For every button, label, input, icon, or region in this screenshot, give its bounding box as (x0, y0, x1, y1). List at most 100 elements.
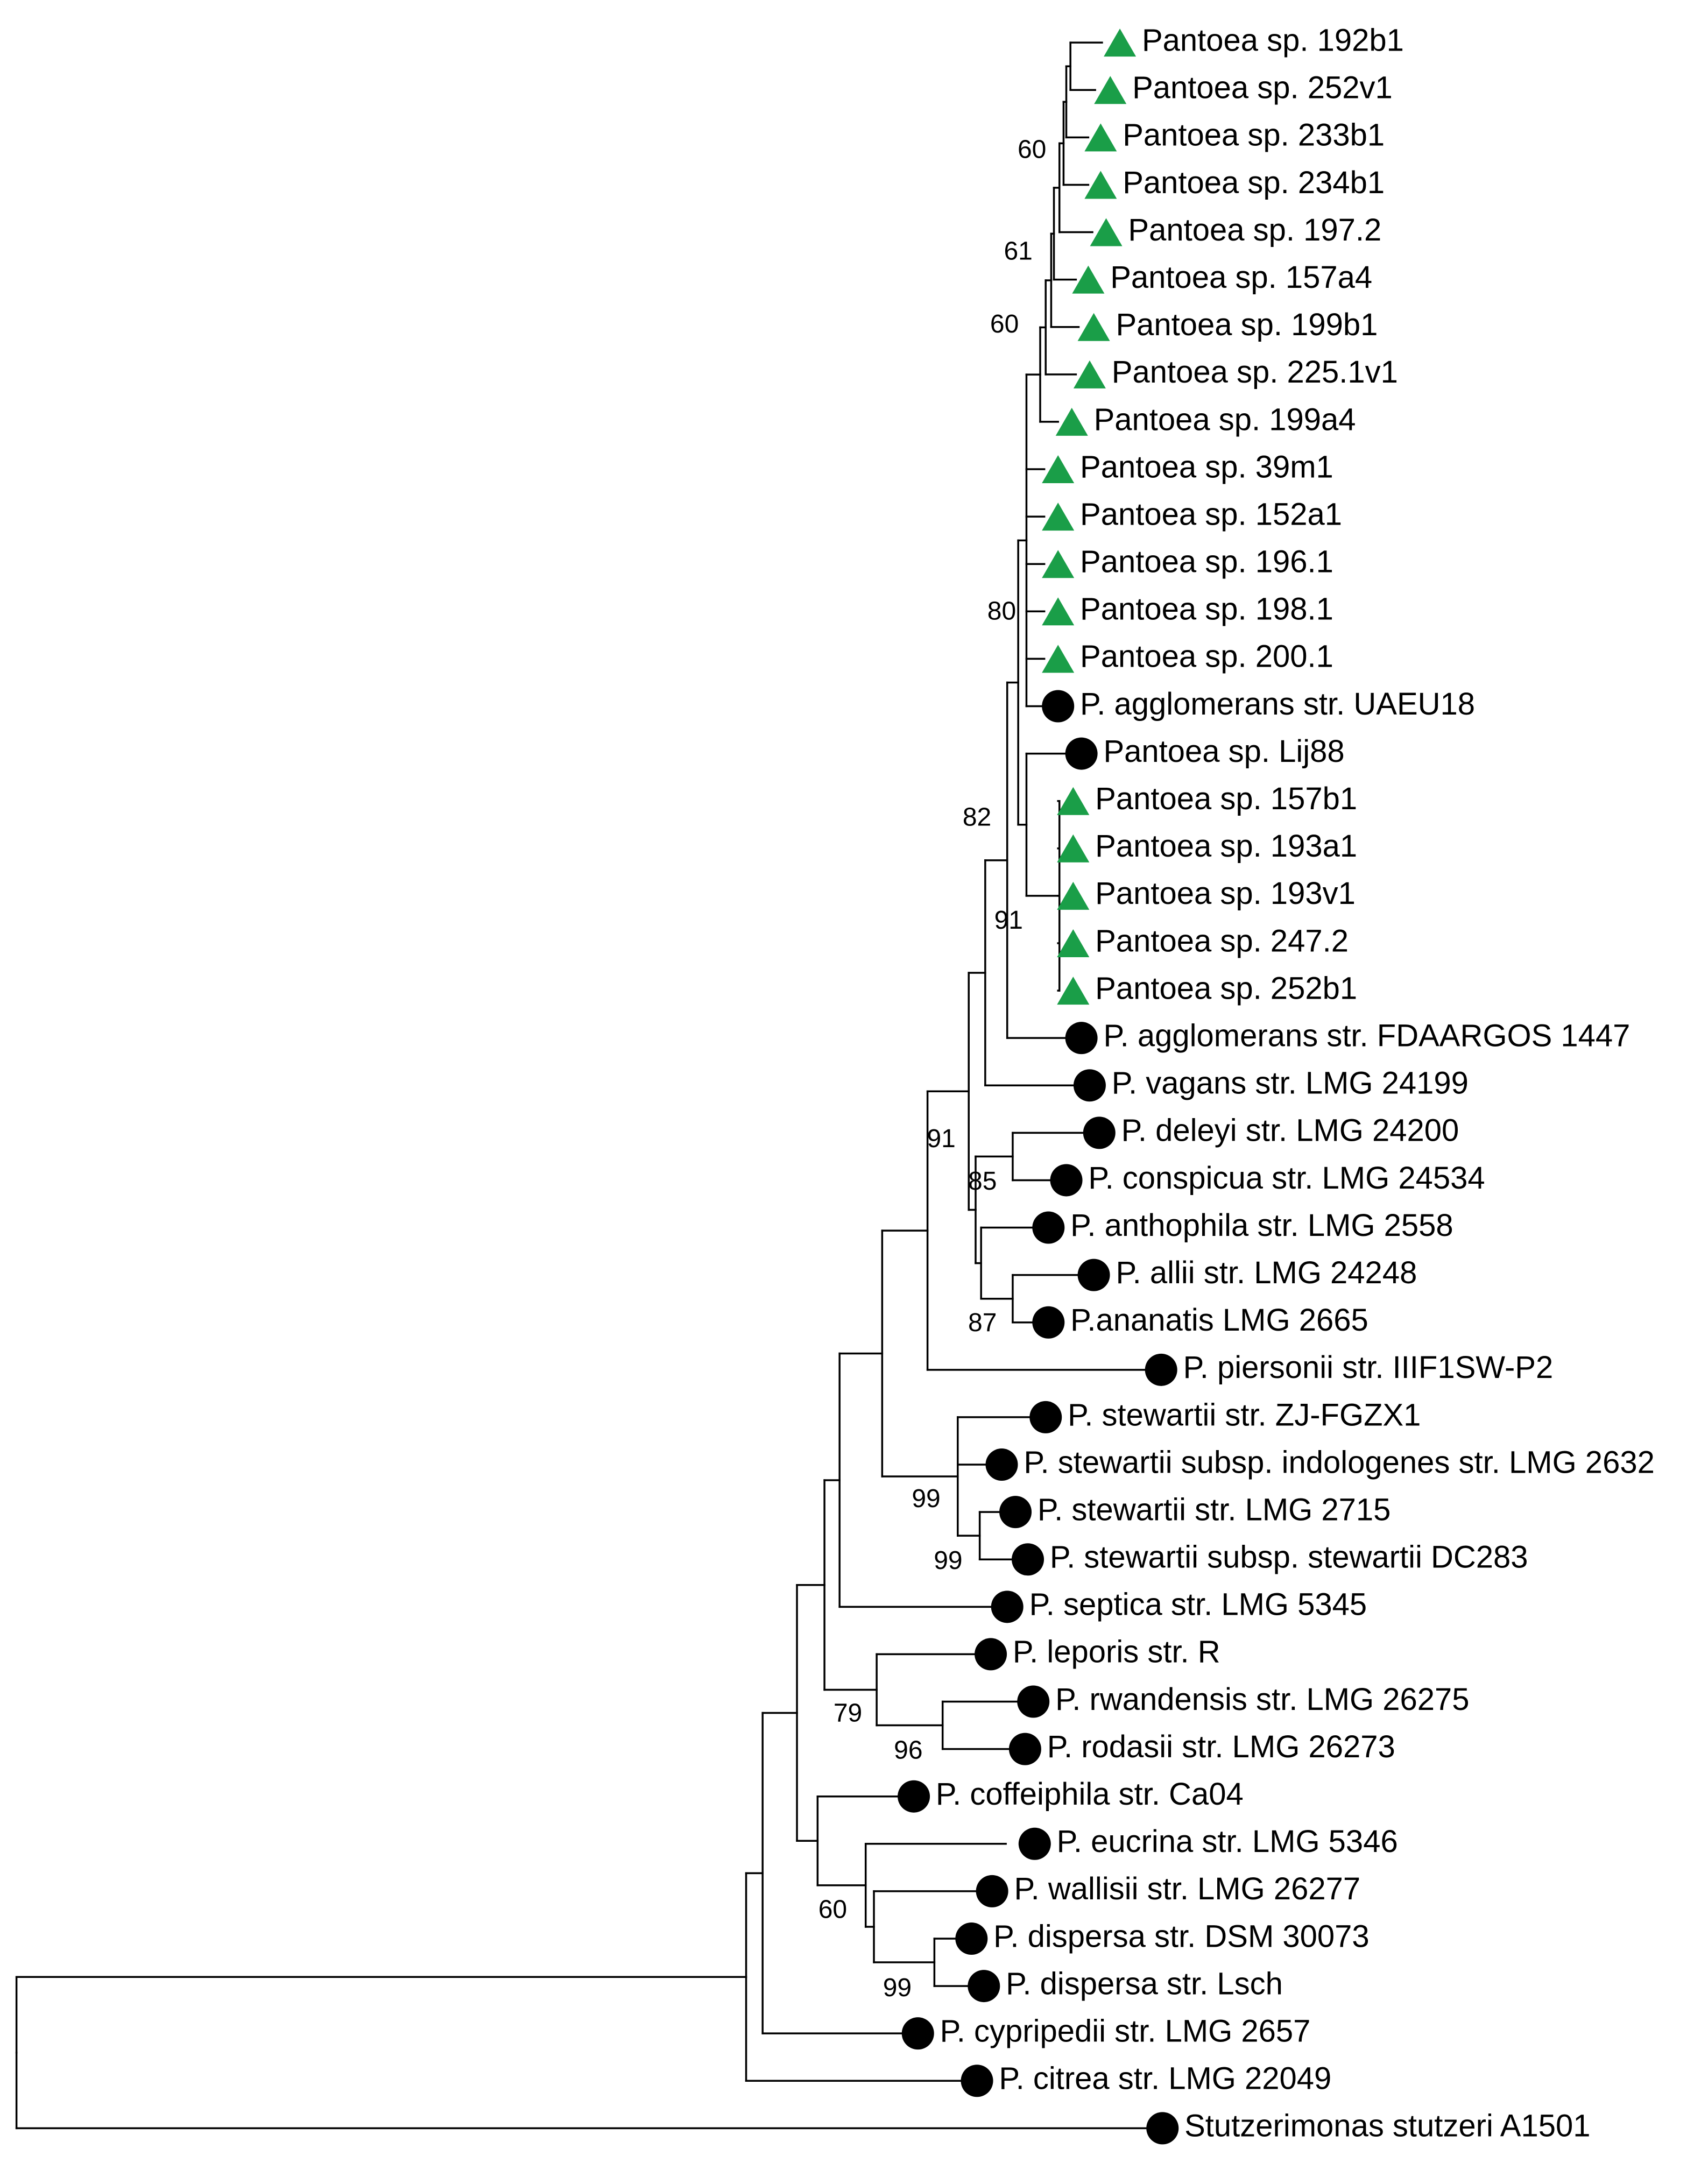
leaf-label: P. eucrina str. LMG 5346 (1057, 1824, 1398, 1859)
circle-marker-icon (1042, 690, 1075, 723)
bootstrap-value: 60 (818, 1896, 847, 1924)
leaf-label: Pantoea sp. 193a1 (1095, 829, 1357, 864)
leaf-label: P. wallisii str. LMG 26277 (1014, 1871, 1360, 1906)
tree-leaves: Pantoea sp. 192b1 Pantoea sp. 252v1 Pantoe… (898, 23, 1655, 2145)
triangle-marker-icon (1057, 834, 1090, 863)
triangle-marker-icon (1042, 503, 1075, 531)
triangle-marker-icon (1057, 929, 1090, 957)
leaf-label: Pantoea sp. 225.1v1 (1112, 355, 1398, 390)
triangle-marker-icon (1057, 881, 1090, 910)
leaf-label: P. piersonii str. IIIF1SW-P2 (1183, 1350, 1554, 1385)
leaf-label: P. stewartii str. ZJ-FGZX1 (1068, 1397, 1421, 1432)
leaf-label: Pantoea sp. 233b1 (1123, 118, 1385, 153)
leaf-label: Pantoea sp. 200.1 (1080, 639, 1333, 674)
circle-marker-icon (1065, 1022, 1098, 1055)
bootstrap-value: 60 (990, 310, 1019, 338)
leaf-label: P. coffeiphila str. Ca04 (936, 1777, 1244, 1812)
triangle-marker-icon (1057, 977, 1090, 1005)
circle-marker-icon (991, 1591, 1024, 1623)
tree-branches (15, 41, 1148, 2130)
circle-marker-icon (968, 1970, 1000, 2003)
leaf-label: P. rodasii str. LMG 26273 (1047, 1729, 1395, 1764)
circle-marker-icon (898, 1780, 930, 1813)
leaf-label: P. agglomerans str. FDAARGOS 1447 (1103, 1018, 1630, 1053)
circle-marker-icon (1032, 1211, 1065, 1244)
bootstrap-value: 96 (894, 1736, 922, 1764)
leaf-label: Pantoea sp. 247.2 (1095, 923, 1349, 958)
bootstrap-values: 60 61 60 80 82 91 91 85 87 99 99 79 96 60 99 (818, 136, 1047, 2003)
leaf-label: P. conspicua str. LMG 24534 (1088, 1161, 1485, 1196)
leaf-label: P. stewartii subsp. indologenes str. LMG… (1024, 1445, 1655, 1480)
leaf-label: P. stewartii subsp. stewartii DC283 (1050, 1540, 1528, 1575)
leaf-label: Pantoea sp. 192b1 (1142, 23, 1404, 58)
triangle-marker-icon (1042, 645, 1075, 673)
circle-marker-icon (985, 1448, 1018, 1481)
leaf-label: Pantoea sp. 157b1 (1095, 781, 1357, 816)
leaf-label: P. rwandensis str. LMG 26275 (1055, 1682, 1469, 1717)
leaf-label: P. dispersa str. Lsch (1006, 1966, 1283, 2001)
leaf-label: Pantoea sp. 199b1 (1116, 307, 1378, 342)
bootstrap-value: 60 (1018, 136, 1046, 164)
bootstrap-value: 87 (968, 1309, 997, 1337)
triangle-marker-icon (1090, 218, 1123, 246)
circle-marker-icon (1145, 1353, 1177, 1386)
circle-marker-icon (999, 1496, 1032, 1529)
leaf-label: P. leporis str. R (1013, 1635, 1220, 1670)
triangle-marker-icon (1042, 597, 1075, 626)
bootstrap-value: 99 (883, 1974, 912, 2002)
leaf-label: P. vagans str. LMG 24199 (1112, 1066, 1469, 1101)
circle-marker-icon (1146, 2112, 1179, 2145)
circle-marker-icon (1077, 1259, 1110, 1291)
leaf-label: P. citrea str. LMG 22049 (999, 2061, 1331, 2096)
triangle-marker-icon (1094, 76, 1127, 104)
bootstrap-value: 79 (834, 1699, 862, 1727)
bootstrap-value: 80 (987, 597, 1016, 626)
leaf-label: Pantoea sp. 196.1 (1080, 545, 1333, 579)
circle-marker-icon (1073, 1069, 1106, 1102)
leaf-label: Pantoea sp. 193v1 (1095, 876, 1356, 911)
bootstrap-value: 99 (934, 1546, 962, 1575)
leaf-label: Pantoea sp. 152a1 (1080, 497, 1342, 532)
triangle-marker-icon (1073, 360, 1106, 388)
triangle-marker-icon (1057, 787, 1090, 815)
circle-marker-icon (976, 1875, 1008, 1907)
circle-marker-icon (1008, 1733, 1041, 1765)
circle-marker-icon (1032, 1306, 1065, 1339)
circle-marker-icon (901, 2017, 934, 2050)
bootstrap-value: 91 (994, 906, 1023, 935)
circle-marker-icon (1017, 1685, 1050, 1718)
leaf-label: P. cypripedii str. LMG 2657 (940, 2014, 1311, 2049)
triangle-marker-icon (1104, 29, 1137, 57)
circle-marker-icon (955, 1922, 988, 1955)
circle-marker-icon (1050, 1164, 1083, 1197)
leaf-label: P. allii str. LMG 24248 (1116, 1255, 1417, 1290)
circle-marker-icon (961, 2065, 993, 2097)
leaf-label: Pantoea sp. 197.2 (1128, 213, 1381, 248)
leaf-label: Pantoea sp. 39m1 (1080, 449, 1333, 484)
circle-marker-icon (1012, 1543, 1044, 1576)
circle-marker-icon (1065, 737, 1098, 770)
triangle-marker-icon (1077, 313, 1110, 341)
leaf-label: Pantoea sp. 252v1 (1132, 70, 1393, 105)
circle-marker-icon (1029, 1401, 1062, 1433)
leaf-label: P. deleyi str. LMG 24200 (1121, 1113, 1459, 1148)
leaf-label: P.ananatis LMG 2665 (1070, 1303, 1368, 1338)
leaf-label: Pantoea sp. 252b1 (1095, 971, 1357, 1006)
leaf-label: Pantoea sp. 199a4 (1094, 402, 1356, 437)
leaf-label: Pantoea sp. 198.1 (1080, 592, 1333, 627)
leaf-label: P. anthophila str. LMG 2558 (1070, 1208, 1453, 1243)
bootstrap-value: 85 (968, 1167, 997, 1196)
leaf-label: P. septica str. LMG 5345 (1029, 1587, 1367, 1622)
bootstrap-value: 82 (963, 803, 991, 832)
circle-marker-icon (1083, 1116, 1116, 1149)
leaf-label: Pantoea sp. 157a4 (1110, 260, 1372, 295)
bootstrap-value: 99 (912, 1485, 940, 1513)
circle-marker-icon (975, 1638, 1007, 1671)
circle-marker-icon (1018, 1827, 1051, 1860)
triangle-marker-icon (1042, 455, 1075, 484)
bootstrap-value: 61 (1004, 237, 1032, 266)
bootstrap-value: 91 (927, 1125, 955, 1153)
triangle-marker-icon (1072, 265, 1105, 294)
leaf-label: P. stewartii str. LMG 2715 (1037, 1492, 1391, 1527)
